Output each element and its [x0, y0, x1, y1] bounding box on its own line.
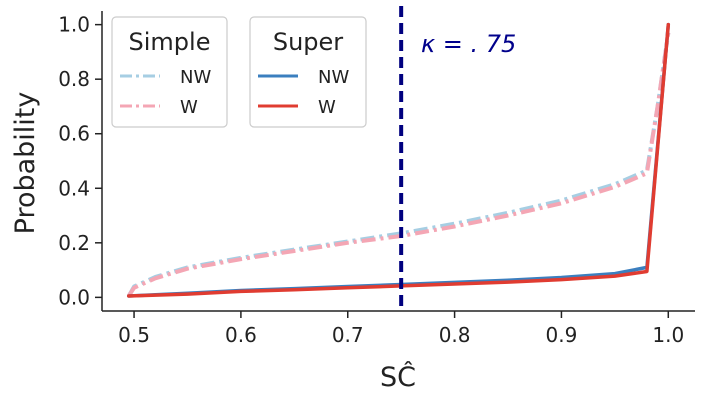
- legend-box: [249, 16, 367, 128]
- legend-group-super: Super NW W: [249, 16, 367, 128]
- y-tick-label: 0.4: [58, 176, 90, 200]
- x-tick-label: 0.9: [546, 323, 578, 347]
- axes: [101, 11, 695, 312]
- y-tick-label: 0.6: [58, 122, 90, 146]
- y-tick-label: 0.8: [58, 67, 90, 91]
- x-tick-label: 0.7: [332, 323, 364, 347]
- x-tick-label: 0.6: [225, 323, 257, 347]
- x-tick-label: 0.5: [118, 323, 150, 347]
- legend-entry-label: NW: [180, 67, 211, 88]
- legend-title: Super: [273, 28, 343, 56]
- simple-nw-line: [126, 32, 671, 297]
- ticks: 0.5 0.6 0.7 0.8 0.9 1.0 0.0 0.2 0.4 0.6 0.8 1.0: [58, 13, 684, 347]
- super-w-line: [126, 22, 671, 298]
- y-tick-label: 0.2: [58, 231, 90, 255]
- legend-box: [111, 16, 228, 128]
- legend-entry-label: W: [318, 97, 336, 118]
- legend-entry-label: NW: [318, 67, 349, 88]
- legend-title: Simple: [129, 28, 211, 56]
- x-tick-label: 1.0: [652, 323, 684, 347]
- x-tick-label: 0.8: [439, 323, 471, 347]
- legend-group-simple: Simple NW W: [111, 16, 228, 128]
- kappa-annotation: κ = . 75: [421, 30, 516, 58]
- y-axis-label: Probability: [10, 92, 41, 235]
- legend: Simple NW W Super NW W: [111, 16, 367, 128]
- legend-entry-label: W: [180, 97, 198, 118]
- x-axis-label: SĈ: [380, 361, 416, 393]
- y-tick-label: 0.0: [58, 285, 90, 309]
- y-tick-label: 1.0: [58, 13, 90, 37]
